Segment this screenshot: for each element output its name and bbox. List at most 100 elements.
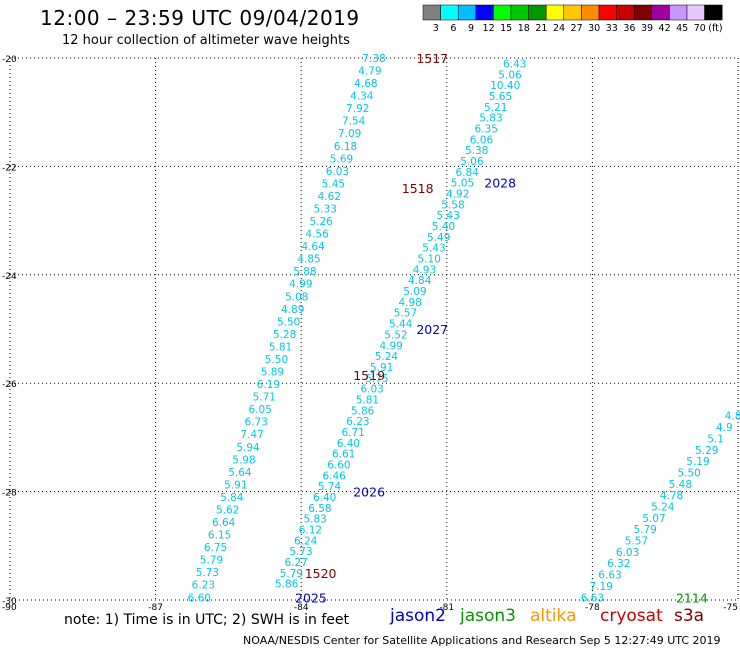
color-scale-label: 6: [450, 23, 456, 34]
wave-height-value: 4.92: [446, 189, 469, 201]
wave-height-value: 4.84: [408, 275, 432, 287]
wave-height-value: 4.93: [413, 264, 436, 276]
wave-height-value: 6.23: [192, 580, 215, 592]
wave-height-value: 5.26: [309, 216, 333, 228]
color-swatch: [545, 4, 565, 21]
wave-height-value: 5.07: [642, 513, 665, 525]
wave-height-value: 5.40: [432, 221, 455, 233]
pass-time-label: 1518: [402, 181, 434, 196]
wave-height-value: 4.98: [399, 297, 422, 309]
wave-height-value: 5.44: [389, 319, 413, 331]
wave-height-value: 5.65: [489, 91, 512, 103]
color-scale-label: 70: [694, 23, 706, 34]
wave-height-value: 5.71: [253, 392, 276, 404]
wave-height-value: 6.43: [503, 58, 526, 70]
wave-height-value: 5.50: [277, 316, 300, 328]
wave-height-value: 5.83: [479, 113, 502, 125]
wave-height-value: 5.69: [330, 153, 353, 165]
color-swatch: [686, 4, 705, 21]
color-swatch: [457, 4, 477, 21]
wave-height-value: 4.99: [289, 279, 312, 291]
wave-height-value: 5.89: [261, 367, 284, 379]
wave-height-value: 7.19: [590, 581, 613, 593]
y-tick-label: -24: [2, 272, 17, 282]
wave-height-value: 6.05: [249, 404, 272, 416]
wave-height-value: 5.29: [695, 445, 718, 457]
wave-height-value: 7.47: [240, 429, 263, 441]
wave-height-value: 6.03: [360, 384, 383, 396]
wave-height-value: 6.24: [294, 535, 318, 547]
wave-height-value: 7.38: [362, 53, 385, 65]
pass-time-label: 1519: [353, 368, 385, 383]
color-swatch: [475, 4, 494, 21]
wave-height-value: 5.91: [224, 479, 247, 491]
wave-height-value: 6.40: [313, 492, 336, 504]
wave-height-value: 6.06: [470, 134, 494, 146]
color-scale-label: 30: [588, 23, 600, 34]
wave-height-value: 4.78: [660, 490, 683, 502]
wave-height-value: 6.12: [299, 525, 322, 537]
y-tick-label: -26: [2, 380, 17, 390]
wave-height-value: 5.52: [384, 329, 407, 341]
wave-height-value: 6.71: [341, 427, 364, 439]
wave-height-value: 10.40: [490, 80, 520, 92]
legend-altika: altika: [530, 606, 577, 626]
wave-height-value: 5.94: [236, 442, 260, 454]
wave-height-value: 5.33: [314, 203, 337, 215]
wave-height-value: 6.40: [337, 438, 360, 450]
wave-height-value: 5.74: [318, 481, 342, 493]
wave-height-value: 6.19: [257, 379, 280, 391]
wave-height-value: 6.27: [284, 557, 307, 569]
x-tick-label: -78: [585, 603, 600, 613]
wave-height-value: 5.81: [269, 341, 292, 353]
wave-height-value: 5.19: [686, 456, 709, 468]
wave-height-value: 5.86: [275, 579, 299, 591]
color-scale-label: (ft): [708, 23, 722, 34]
color-swatch: [493, 4, 512, 21]
wave-height-value: 5.43: [437, 210, 460, 222]
wave-height-value: 6.61: [332, 449, 355, 461]
wave-height-value: 5.62: [216, 504, 239, 516]
color-swatch: [704, 4, 723, 21]
wave-height-value: 6.35: [475, 123, 498, 135]
wave-height-value: 4.85: [297, 254, 320, 266]
color-swatch: [651, 4, 670, 21]
wave-height-value: 6.63: [581, 592, 604, 604]
legend-s3a: s3a: [674, 606, 705, 626]
x-tick-label: -84: [294, 603, 309, 613]
wave-height-value: 6.18: [334, 141, 357, 153]
wave-height-value: 6.15: [208, 530, 231, 542]
pass-annotations: 1517 2028 1518 2027 1519 2026 1520 2025 2114: [295, 51, 708, 605]
pass-time-label: 2028: [484, 176, 516, 191]
color-swatch: [633, 4, 653, 21]
color-scale-label: 45: [676, 23, 688, 34]
color-swatch: [581, 4, 600, 21]
chart-title: 12:00 – 23:59 UTC 09/04/2019: [40, 6, 360, 30]
color-scale-label: 18: [518, 23, 530, 34]
wave-height-value: 5.98: [232, 454, 255, 466]
axis-ticks: -20 -22 -24 -26 -28 -30-90 -87 -84 -81 -78 -75: [2, 55, 738, 613]
wave-height-value: 5.09: [403, 286, 426, 298]
wave-height-value: 4.79: [358, 66, 381, 78]
wave-height-value: 5.08: [285, 291, 308, 303]
wave-height-value: 5.91: [370, 362, 393, 374]
color-scale-label: 21: [535, 23, 547, 34]
pass-time-label: 2027: [416, 322, 448, 337]
wave-height-value: 5.84: [220, 492, 244, 504]
footer-note: note: 1) Time is in UTC; 2) SWH is in fe…: [64, 612, 350, 628]
color-swatch: [616, 4, 635, 21]
wave-height-value: 5.57: [625, 536, 648, 548]
wave-height-value: 6.23: [346, 416, 369, 428]
legend-cryosat: cryosat: [600, 606, 663, 626]
wave-height-value: 4.68: [354, 78, 377, 90]
wave-height-value: 6.03: [326, 166, 349, 178]
color-scale-label: 39: [641, 23, 653, 34]
wave-height-value: 5.06: [460, 156, 484, 168]
wave-height-value: 4.64: [301, 241, 325, 253]
wave-height-value: 4.8: [725, 411, 740, 423]
pass-time-label: 1520: [305, 566, 337, 581]
wave-height-value: 5.28: [273, 329, 296, 341]
color-scale-label: 12: [483, 23, 495, 34]
wave-height-value: 5.1: [707, 433, 724, 445]
